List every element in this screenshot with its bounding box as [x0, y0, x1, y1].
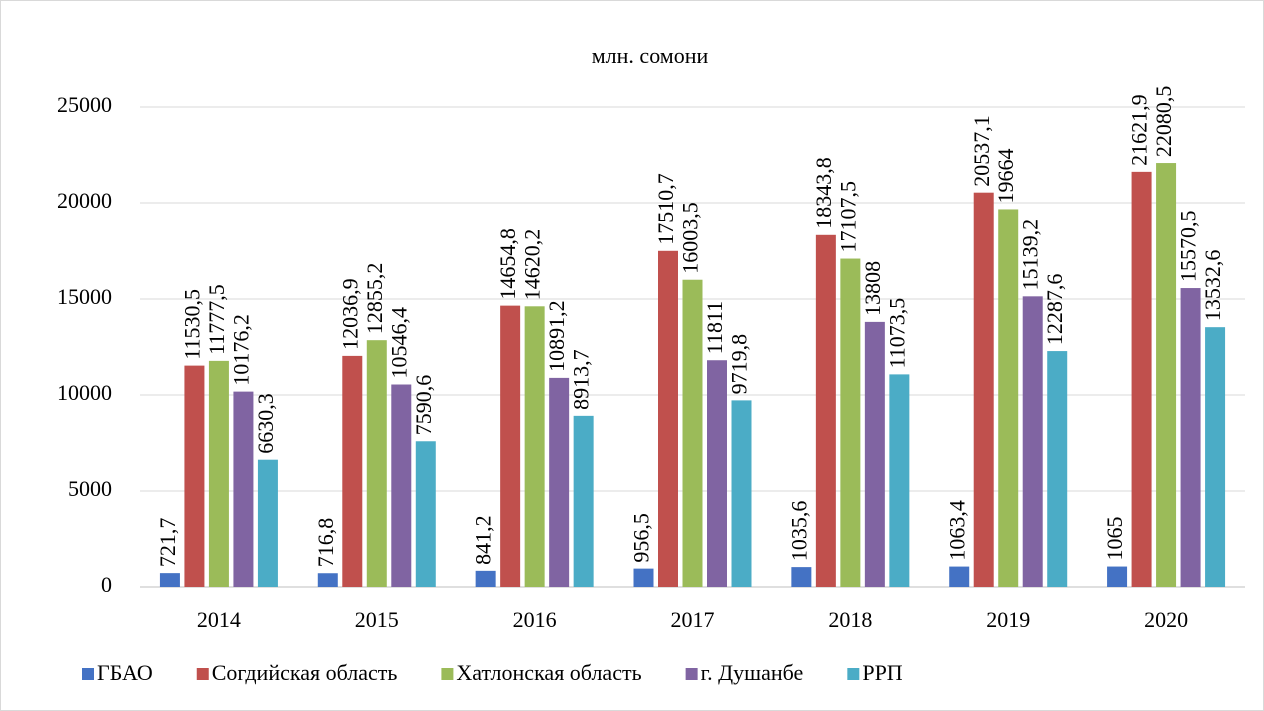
legend-swatch [847, 668, 860, 680]
legend-label: Согдийская область [212, 660, 398, 685]
bar [1205, 327, 1226, 587]
bar [317, 573, 338, 587]
y-tick-label: 25000 [57, 92, 112, 117]
data-label: 841,2 [471, 515, 496, 564]
bar [1047, 351, 1068, 587]
data-label: 1035,6 [786, 501, 811, 562]
data-label: 14654,8 [495, 228, 520, 299]
data-label: 12287,6 [1042, 274, 1067, 346]
bar [998, 209, 1019, 587]
data-label: 13808 [860, 261, 885, 316]
data-label: 10891,2 [544, 300, 569, 372]
data-label: 7590,6 [411, 375, 436, 436]
bar [973, 192, 994, 587]
bar [633, 568, 654, 587]
data-label: 17107,5 [835, 181, 860, 253]
bar [342, 355, 363, 587]
bar [500, 305, 521, 587]
data-label: 11530,5 [179, 289, 204, 360]
bar [366, 340, 387, 587]
data-label: 20537,1 [969, 115, 994, 187]
bar [475, 570, 496, 587]
bar [549, 377, 570, 587]
x-tick-label: 2014 [197, 607, 241, 632]
y-tick-label: 10000 [57, 380, 112, 405]
data-label: 721,7 [155, 518, 180, 568]
data-label: 21621,9 [1127, 94, 1152, 166]
bar [658, 250, 678, 587]
x-tick-label: 2019 [986, 607, 1030, 632]
legend-label: г. Душанбе [701, 660, 804, 685]
data-label: 15570,5 [1176, 211, 1201, 283]
bar [184, 365, 205, 587]
data-label: 11811 [702, 301, 727, 354]
data-label: 9719,8 [727, 334, 752, 395]
data-label: 11073,5 [884, 298, 909, 369]
legend-swatch [82, 668, 94, 680]
data-label: 16003,5 [678, 202, 703, 274]
x-tick-label: 2017 [671, 607, 715, 632]
x-tick-label: 2018 [828, 607, 872, 632]
bar [815, 234, 836, 587]
bar [889, 374, 910, 587]
bar [208, 360, 229, 587]
legend-label: Хатлонская область [456, 660, 641, 685]
x-tick-label: 2016 [513, 607, 557, 632]
chart-title: млн. сомони [592, 43, 709, 68]
data-label: 22080,5 [1151, 86, 1176, 158]
data-label: 19664 [993, 148, 1018, 203]
bar [257, 459, 278, 587]
data-label: 12855,2 [362, 263, 387, 335]
bar [682, 279, 703, 587]
data-label: 956,5 [629, 513, 654, 563]
data-label: 6630,3 [253, 393, 278, 454]
bar [415, 441, 436, 587]
data-label: 1065 [1102, 517, 1127, 561]
bar [573, 415, 594, 587]
data-label: 12036,9 [337, 278, 362, 350]
bar [1131, 171, 1152, 588]
bar [1180, 288, 1201, 587]
bar [707, 360, 727, 587]
data-label: 13532,6 [1200, 250, 1225, 322]
x-tick-label: 2015 [355, 607, 399, 632]
data-label: 15139,2 [1018, 219, 1043, 291]
data-label: 10176,2 [228, 314, 253, 386]
bar [949, 566, 970, 587]
bar [1156, 163, 1177, 588]
bar [391, 384, 412, 587]
legend-swatch [196, 668, 209, 680]
data-label: 8913,7 [569, 349, 594, 410]
data-label: 1063,4 [944, 500, 969, 561]
bar [233, 391, 254, 587]
legend-label: РРП [862, 660, 902, 685]
bar [1022, 296, 1043, 587]
data-label: 17510,7 [653, 173, 678, 245]
data-label: 11777,5 [204, 284, 229, 355]
bar [791, 567, 812, 587]
y-tick-label: 5000 [68, 476, 112, 501]
data-label: 18343,8 [811, 157, 836, 229]
bar [731, 400, 752, 587]
bar [524, 306, 545, 587]
data-label: 716,8 [313, 518, 338, 568]
data-label: 10546,4 [386, 307, 411, 379]
x-tick-label: 2020 [1144, 607, 1188, 632]
bar [840, 258, 861, 587]
y-tick-label: 0 [101, 572, 112, 597]
bar [159, 573, 180, 587]
data-label: 14620,2 [520, 229, 545, 301]
legend-label: ГБАО [97, 660, 153, 685]
legend-swatch [685, 668, 698, 680]
bar [864, 321, 885, 587]
legend-swatch [441, 668, 454, 680]
bar [1107, 566, 1128, 587]
y-tick-label: 20000 [57, 188, 112, 213]
y-tick-label: 15000 [57, 284, 112, 309]
